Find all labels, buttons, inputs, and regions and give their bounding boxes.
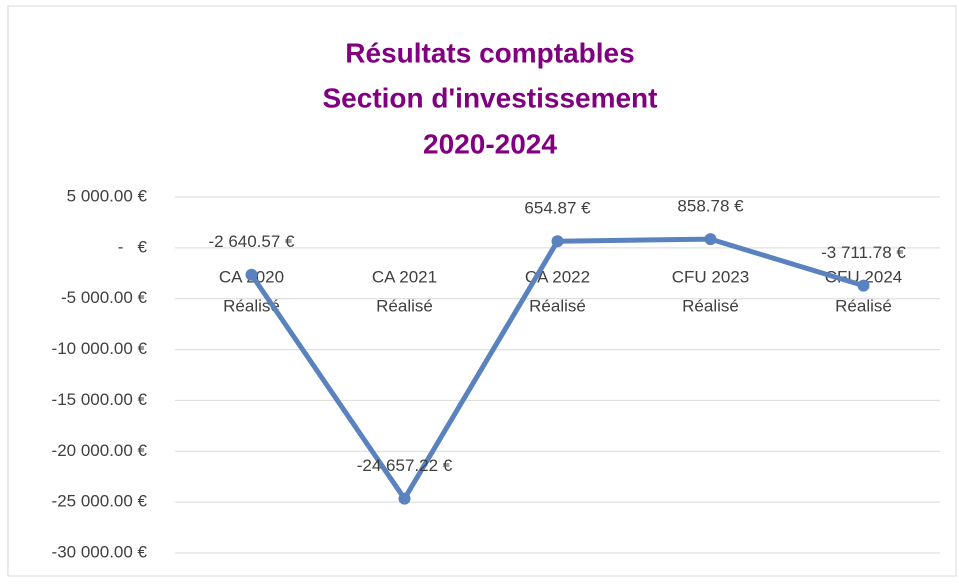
data-point [245, 268, 258, 281]
y-tick-label: -30 000.00 € [52, 542, 148, 561]
chart-title: Section d'investissement [323, 82, 658, 113]
x-tick-label: CFU 2023 [672, 267, 749, 286]
x-tick-label: Réalisé [835, 296, 892, 315]
chart-title: 2020-2024 [423, 128, 557, 159]
data-label: 654.87 € [524, 199, 591, 218]
y-tick-label: -5 000.00 € [61, 288, 148, 307]
data-label: 858.78 € [677, 197, 744, 216]
y-tick-label: 5 000.00 € [67, 186, 148, 205]
y-tick-label: -15 000.00 € [52, 390, 148, 409]
data-label: -24 657.22 € [357, 456, 453, 475]
x-tick-label: Réalisé [529, 296, 586, 315]
chart-title: Résultats comptables [345, 37, 634, 68]
data-point [704, 233, 717, 246]
data-label: -3 711.78 € [821, 243, 906, 262]
y-tick-label: -20 000.00 € [52, 441, 148, 460]
x-tick-label: Réalisé [682, 296, 739, 315]
data-point [857, 279, 870, 292]
x-tick-label: Réalisé [223, 296, 280, 315]
x-tick-label: Réalisé [376, 296, 433, 315]
data-point [398, 492, 411, 505]
y-tick-label: -25 000.00 € [52, 492, 148, 511]
y-tick-label: -10 000.00 € [52, 339, 148, 358]
data-point [551, 235, 564, 248]
chart-border [7, 5, 957, 577]
data-label: -2 640.57 € [208, 232, 295, 251]
x-tick-label: CA 2021 [372, 267, 437, 286]
y-tick-label: - € [118, 237, 148, 256]
